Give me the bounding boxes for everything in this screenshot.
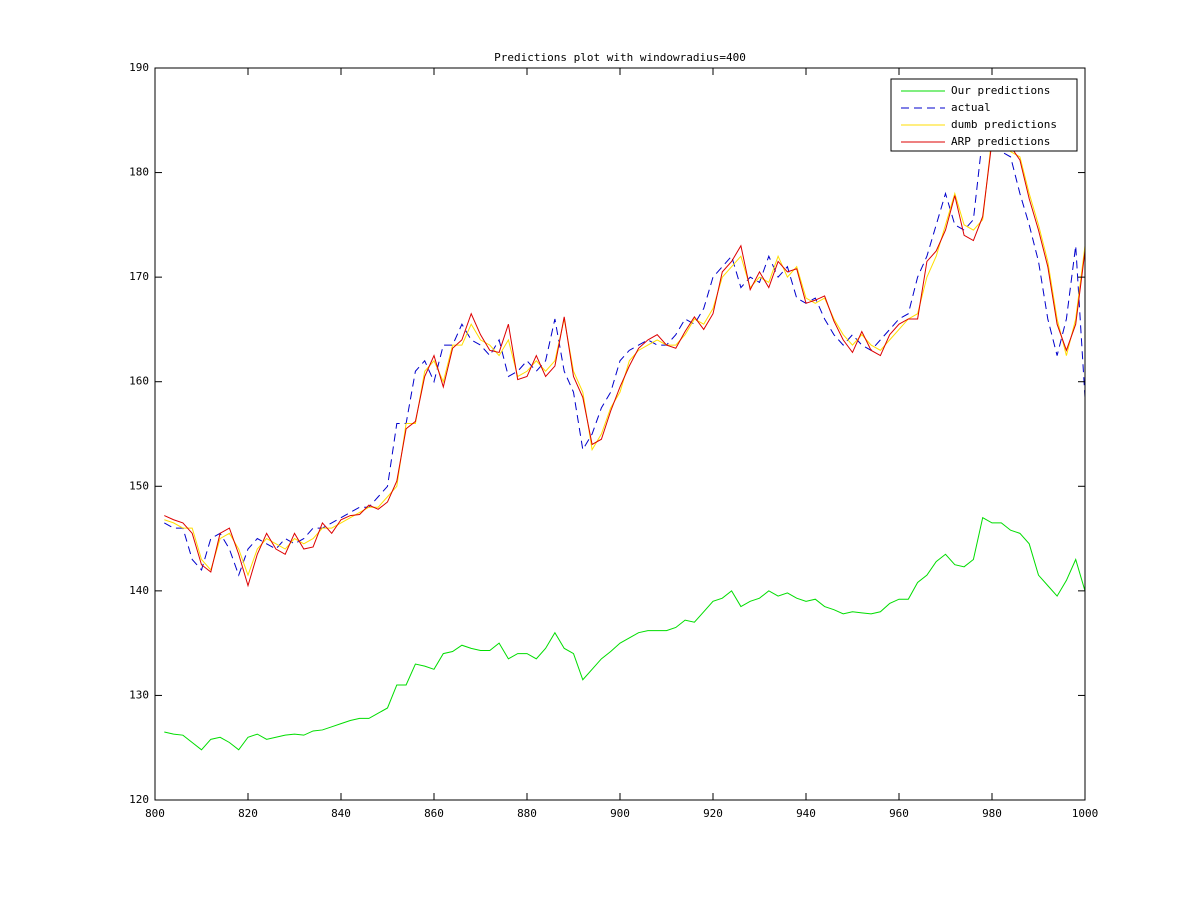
x-tick-label: 840 [331, 807, 351, 820]
y-tick-label: 160 [129, 375, 149, 388]
chart-title: Predictions plot with windowradius=400 [494, 51, 746, 64]
x-tick-label: 900 [610, 807, 630, 820]
x-tick-label: 960 [889, 807, 909, 820]
y-tick-label: 180 [129, 166, 149, 179]
y-tick-label: 170 [129, 270, 149, 283]
x-tick-label: 880 [517, 807, 537, 820]
y-tick-label: 150 [129, 479, 149, 492]
y-tick-label: 140 [129, 584, 149, 597]
legend: Our predictions actual dumb predictions ARP… [890, 78, 1078, 152]
y-tick-label: 190 [129, 61, 149, 74]
x-tick-label: 820 [238, 807, 258, 820]
series-line [164, 130, 1086, 577]
x-tick-label: 860 [424, 807, 444, 820]
legend-label: Our predictions [951, 84, 1050, 97]
x-tick-label: 1000 [1072, 807, 1099, 820]
y-tick-label: 120 [129, 793, 149, 806]
series-line [164, 516, 1086, 751]
legend-label: actual [951, 101, 991, 114]
x-tick-label: 920 [703, 807, 723, 820]
series-line [164, 124, 1086, 588]
x-tick-label: 800 [145, 807, 165, 820]
legend-label: ARP predictions [951, 135, 1050, 148]
y-tick-label: 130 [129, 688, 149, 701]
legend-label: dumb predictions [951, 118, 1057, 131]
x-tick-label: 980 [982, 807, 1002, 820]
x-tick-label: 940 [796, 807, 816, 820]
